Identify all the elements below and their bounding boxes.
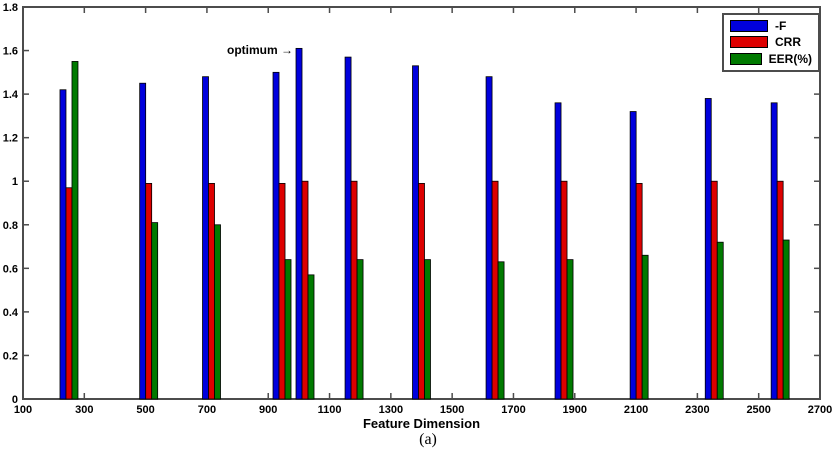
x-tick-label: 700 [198,404,216,416]
bar--F [629,111,637,400]
bar-CRR [208,182,215,400]
bar-EER(%) [497,261,505,400]
legend-item-crr: CRR [730,35,812,49]
y-tick-label: 1 [12,176,18,188]
x-tick-label: 2100 [624,404,648,416]
legend-label-crr: CRR [775,35,801,50]
bar-EER(%) [641,254,649,400]
bar-CRR [635,182,643,400]
legend-item-f: -F [730,19,812,33]
bar-EER(%) [424,259,431,400]
figure-caption: (a) [419,431,437,448]
legend-label-f: -F [775,19,787,34]
bar-CRR [491,180,499,400]
bar-CRR [776,180,784,400]
bar--F [412,65,419,400]
x-tick-label: 2700 [808,404,832,416]
x-axis-title: Feature Dimension [362,416,481,431]
y-tick-label: 1.6 [3,46,18,58]
x-tick-label: 1700 [501,404,525,416]
bar--F [272,71,280,400]
bar-EER(%) [71,61,79,400]
legend-swatch-f [730,20,768,33]
bar-EER(%) [716,241,724,400]
bar-CRR [145,182,153,400]
bar--F [704,98,712,400]
x-tick-label: 1900 [563,404,587,416]
bar-EER(%) [214,224,221,400]
optimum-annotation: optimum → [227,42,293,57]
y-tick-label: 0.6 [3,263,18,275]
bar--F [554,102,562,400]
y-tick-label: 0.8 [3,220,18,232]
x-tick-label: 900 [259,404,277,416]
bar-EER(%) [782,239,790,400]
bar-CRR [278,182,286,400]
legend-swatch-crr [730,36,768,49]
bar-CRR [350,180,358,400]
bar-CRR [301,180,309,400]
bar--F [485,76,493,400]
y-tick-label: 1.8 [3,2,18,14]
bar-EER(%) [356,259,364,400]
bar-EER(%) [566,259,574,400]
y-tick-label: 1.4 [3,89,19,101]
x-tick-label: 1100 [318,404,342,416]
bar-CRR [710,180,718,400]
y-tick-label: 0.4 [3,307,19,319]
x-tick-label: 2300 [685,404,709,416]
bar--F [295,47,303,400]
bar--F [770,102,778,400]
bar-CRR [418,182,425,400]
bar--F [139,82,147,400]
bar-CRR [560,180,568,400]
y-tick-label: 0.2 [3,350,18,362]
x-tick-label: 500 [136,404,154,416]
x-tick-label: 1500 [440,404,464,416]
legend-item-eer: EER(%) [730,52,812,66]
bar--F [344,56,352,400]
x-tick-label: 2500 [746,404,770,416]
y-tick-label: 1.2 [3,133,18,145]
bar--F [202,76,209,400]
x-tick-label: 300 [75,404,93,416]
bar-EER(%) [151,222,159,400]
bar-EER(%) [284,259,292,400]
x-tick-label: 100 [14,404,32,416]
legend-label-eer: EER(%) [768,51,812,66]
legend-swatch-eer [730,52,762,65]
y-tick-label: 0 [12,394,18,406]
bar-CRR [65,187,73,400]
x-tick-label: 1300 [379,404,403,416]
legend: -F CRR EER(%) [722,13,820,72]
bar-EER(%) [307,274,315,400]
bar--F [59,89,67,400]
